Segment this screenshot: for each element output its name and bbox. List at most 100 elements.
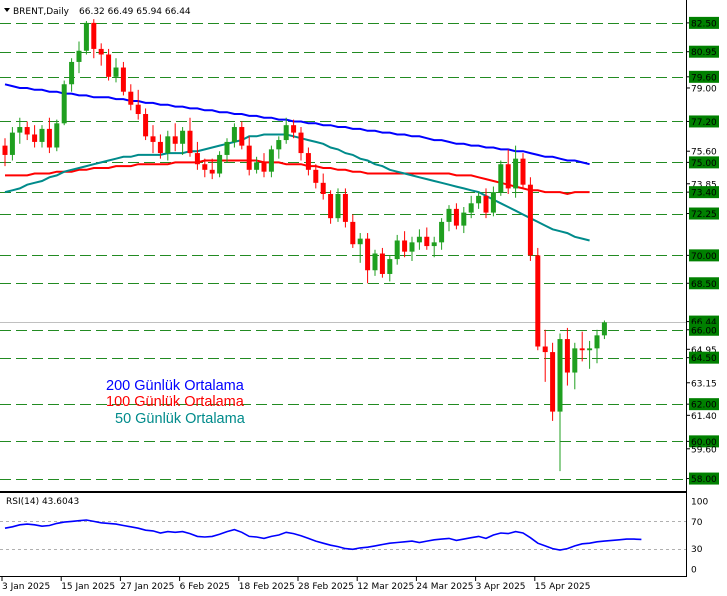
- candle-body: [535, 255, 541, 347]
- price-label-text: 64.95: [691, 346, 717, 356]
- candle-28: [209, 158, 215, 180]
- candle-body: [54, 123, 60, 148]
- time-label: 6 Feb 2025: [180, 582, 230, 592]
- price-label-70-00: 70.00: [686, 249, 719, 262]
- candle-27: [202, 158, 208, 178]
- price-label-text: 63.15: [691, 379, 717, 389]
- candle-body: [453, 208, 459, 226]
- candle-body: [342, 193, 348, 222]
- candle-body: [335, 193, 341, 219]
- candle-76: [564, 327, 570, 386]
- candle-37: [276, 136, 282, 159]
- symbol-label: BRENT,Daily: [13, 7, 70, 17]
- candle-54: [402, 231, 408, 258]
- collapse-arrow-icon[interactable]: [4, 8, 10, 12]
- candle-78: [579, 331, 585, 362]
- candle-33: [246, 136, 252, 176]
- candle-body: [476, 195, 482, 204]
- price-label-text: 62.00: [691, 401, 717, 411]
- candle-9: [69, 58, 75, 92]
- candle-body: [313, 169, 319, 183]
- candle-body: [276, 140, 282, 150]
- price-label-75-00: 75.00: [686, 156, 719, 169]
- candle-8: [61, 80, 67, 126]
- candle-17: [128, 84, 134, 111]
- candle-61: [453, 203, 459, 230]
- time-axis: 3 Jan 2025 15 Jan 2025 27 Jan 2025 6 Feb 20…: [1, 577, 591, 592]
- candle-body: [61, 84, 67, 124]
- candle-15: [113, 58, 119, 83]
- time-label: 24 Mar 2025: [416, 582, 473, 592]
- candle-38: [283, 117, 289, 144]
- price-label-box: [689, 45, 719, 58]
- candle-74: [550, 342, 556, 421]
- candle-body: [394, 240, 400, 260]
- candle-19: [143, 108, 149, 141]
- candle-71: [527, 177, 533, 261]
- candle-body: [9, 132, 15, 155]
- price-label-text: 79.60: [691, 73, 717, 83]
- price-label-66-00: 66.00: [686, 323, 719, 336]
- candle-41: [305, 147, 311, 176]
- candle-body: [483, 195, 489, 213]
- price-label-63-15: 63.15: [686, 379, 717, 389]
- candle-body: [513, 158, 519, 189]
- candle-25: [187, 117, 193, 157]
- candle-53: [394, 234, 400, 265]
- candle-72: [535, 247, 541, 351]
- price-label-text: 73.40: [691, 189, 717, 199]
- price-label-59-60: 59.60: [686, 445, 717, 455]
- candle-24: [180, 127, 186, 155]
- candle-body: [194, 153, 200, 165]
- candle-body: [298, 132, 304, 154]
- time-label: 3 Jan 2025: [2, 582, 50, 592]
- rsi-axis-label-0: 0: [691, 566, 697, 576]
- candle-body: [542, 346, 548, 353]
- candle-body: [601, 322, 607, 336]
- candle-31: [231, 123, 237, 148]
- candle-body: [157, 141, 163, 154]
- candle-68: [505, 149, 511, 194]
- price-label-box: [689, 323, 719, 336]
- price-label-text: 77.20: [691, 118, 717, 128]
- candlesticks[interactable]: [2, 19, 607, 472]
- candle-49: [365, 233, 371, 284]
- candle-body: [594, 335, 600, 349]
- price-label-box: [689, 156, 719, 169]
- candle-body: [372, 253, 378, 271]
- time-label: 15 Apr 2025: [535, 582, 591, 592]
- price-label-box: [689, 351, 719, 364]
- candle-body: [231, 127, 237, 142]
- price-label-box: [689, 115, 719, 128]
- candle-23: [172, 123, 178, 152]
- price-label-box: [689, 70, 719, 83]
- candle-46: [342, 188, 348, 228]
- candle-11: [83, 21, 89, 55]
- candle-body: [505, 164, 511, 189]
- price-label-77-20: 77.20: [686, 115, 719, 128]
- candle-75: [557, 333, 563, 472]
- candle-body: [328, 193, 334, 219]
- candle-body: [379, 253, 385, 274]
- candle-66: [490, 186, 496, 217]
- candle-body: [165, 136, 171, 154]
- candle-10: [76, 41, 82, 74]
- candle-body: [69, 61, 75, 85]
- price-label-64-50: 64.50: [686, 351, 719, 364]
- candle-22: [165, 130, 171, 161]
- rsi-title: RSI(14) 43.6043: [6, 497, 79, 507]
- price-label-62-00: 62.00: [686, 398, 719, 411]
- candle-21: [157, 134, 163, 159]
- candle-body: [550, 352, 556, 412]
- price-label-text: 64.50: [691, 354, 717, 364]
- price-label-box: [689, 16, 719, 29]
- candle-body: [572, 348, 578, 373]
- candle-59: [439, 218, 445, 250]
- candle-body: [357, 238, 363, 245]
- candle-body: [150, 136, 156, 142]
- price-label-61-40: 61.40: [686, 412, 717, 422]
- candle-52: [387, 255, 393, 282]
- candle-body: [98, 48, 104, 55]
